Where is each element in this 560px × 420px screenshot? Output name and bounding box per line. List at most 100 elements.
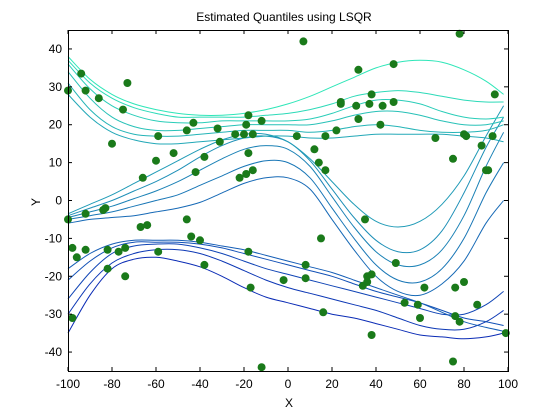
data-point [242, 120, 251, 129]
y-tick-label: -40 [45, 345, 63, 359]
x-axis-ticks: -100 -80 -60 -40 -20 0 20 40 60 80 100 [56, 30, 518, 391]
quantile-curve [67, 59, 504, 118]
data-point [231, 130, 240, 139]
quantile-curve [67, 248, 504, 331]
data-point [143, 221, 152, 230]
data-point [400, 298, 409, 307]
data-point [196, 236, 204, 245]
data-point [103, 245, 112, 254]
data-point [108, 139, 116, 148]
quantile-curve [67, 132, 505, 268]
data-point [169, 149, 178, 158]
data-point [332, 126, 341, 135]
data-point [81, 86, 90, 95]
x-tick-label: 80 [457, 377, 471, 391]
x-tick-label: 20 [325, 377, 339, 391]
data-point [182, 215, 191, 224]
data-point [200, 152, 209, 161]
data-point [246, 283, 255, 292]
x-tick-label: 60 [413, 377, 427, 391]
data-point [321, 132, 330, 141]
data-point [354, 115, 363, 123]
data-point [354, 65, 363, 74]
data-point [215, 137, 224, 146]
data-point [490, 90, 499, 99]
data-point [257, 116, 266, 125]
data-point [361, 215, 369, 224]
quantile-curve [67, 159, 505, 284]
data-points [64, 29, 510, 372]
data-point [81, 209, 90, 218]
data-point [336, 98, 345, 106]
quantile-curve [67, 243, 504, 316]
y-tick-label: -20 [45, 269, 63, 283]
data-point [378, 101, 387, 110]
data-point [189, 118, 198, 127]
x-tick-label: -80 [103, 377, 121, 391]
data-point [301, 274, 310, 283]
quantile-curves [67, 56, 505, 340]
data-point [68, 314, 77, 322]
data-point [244, 149, 253, 158]
data-point [244, 247, 253, 256]
data-point [449, 154, 457, 163]
data-point [103, 264, 112, 273]
data-point [451, 283, 460, 292]
y-tick-label: 20 [49, 118, 63, 132]
data-point [101, 204, 110, 213]
data-point [292, 132, 301, 141]
data-point [136, 223, 145, 231]
y-axis-label: Y [29, 198, 43, 206]
data-point [321, 166, 330, 175]
data-point [455, 29, 464, 38]
data-point [121, 272, 130, 281]
data-point [191, 168, 200, 177]
data-point [248, 166, 257, 175]
data-point [200, 260, 209, 269]
data-point [114, 247, 123, 256]
data-point [68, 243, 77, 252]
data-point [451, 312, 460, 321]
data-point [119, 105, 127, 114]
data-point [473, 300, 482, 309]
x-tick-label: -60 [147, 377, 165, 391]
data-point [389, 60, 398, 69]
data-point [449, 357, 457, 366]
quantile-curve [67, 105, 505, 228]
quantile-curve [67, 256, 504, 340]
data-point [154, 132, 163, 141]
quantile-curve [67, 56, 504, 117]
data-point [367, 331, 376, 339]
data-point [389, 98, 398, 106]
data-point [248, 130, 257, 139]
data-point [81, 245, 90, 254]
chart-title: Estimated Quantiles using LSQR [196, 10, 372, 24]
y-tick-label: 30 [49, 80, 63, 94]
data-point [121, 243, 130, 252]
quantile-curve [67, 71, 504, 132]
data-point [123, 79, 132, 87]
x-tick-label: 0 [285, 377, 292, 391]
data-point [455, 317, 464, 326]
quantile-curve [67, 176, 504, 297]
data-point [138, 173, 147, 182]
y-axis-ticks: -40 -30 -20 -10 0 10 20 30 40 [45, 42, 508, 359]
data-point [299, 37, 308, 46]
y-tick-label: -10 [45, 231, 63, 245]
data-point [310, 145, 319, 154]
data-point [154, 247, 163, 256]
data-point [279, 276, 288, 285]
data-point [317, 234, 325, 243]
y-tick-label: 0 [55, 194, 62, 208]
quantile-curve [67, 63, 504, 124]
data-point [413, 300, 422, 309]
data-point [488, 132, 497, 141]
y-tick-label: -30 [45, 307, 63, 321]
data-point [152, 156, 160, 165]
data-point [314, 158, 323, 167]
data-point [501, 329, 510, 338]
data-point [235, 173, 244, 182]
data-point [352, 101, 361, 110]
data-point [240, 130, 248, 139]
